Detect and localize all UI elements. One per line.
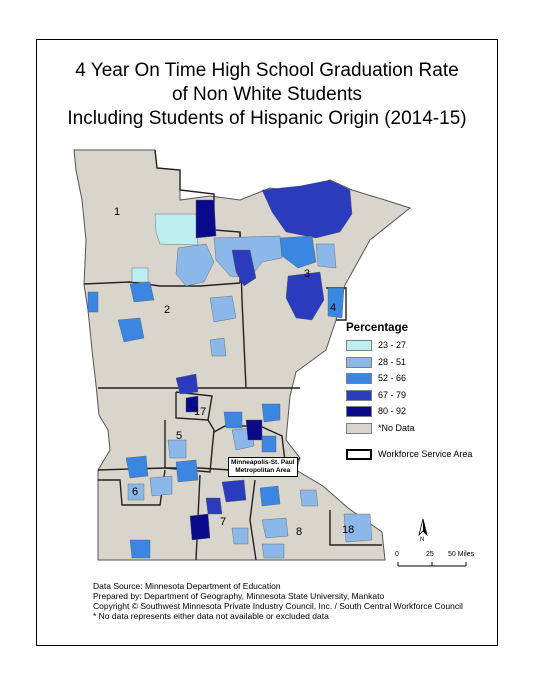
title-line-3: Including Students of Hispanic Origin (2… <box>67 108 467 129</box>
metro-label-line-2: Metropolitan Area <box>235 467 291 474</box>
district-fill <box>315 243 337 269</box>
district-fill <box>125 455 149 479</box>
district-fill <box>117 317 145 343</box>
district-fill <box>175 459 199 483</box>
district-fill <box>261 403 281 423</box>
district-fill <box>189 513 211 541</box>
legend-label: 52 - 66 <box>378 373 407 383</box>
legend-swatch <box>346 373 372 384</box>
district-fill <box>285 271 325 321</box>
district-fill <box>343 513 373 543</box>
region-label-18: 18 <box>342 524 355 536</box>
scale-label-zero: 0 <box>395 551 399 558</box>
district-fill <box>231 527 249 545</box>
legend-boundary-swatch <box>346 449 372 460</box>
legend-swatch <box>346 340 372 351</box>
legend-swatch <box>346 389 372 401</box>
north-label: N <box>420 537 425 543</box>
note-line-1: Data Source: Minnesota Department of Edu… <box>93 581 281 591</box>
district-fill <box>167 439 187 459</box>
legend-swatch <box>346 356 372 368</box>
district-fill <box>127 483 145 501</box>
wsa-boundary-1-3 <box>154 149 241 283</box>
region-label-8: 8 <box>296 526 303 538</box>
legend-label: 23 - 27 <box>378 340 407 350</box>
region-label-4: 4 <box>330 302 337 314</box>
region-label-7: 7 <box>220 516 227 528</box>
legend-swatch <box>346 406 372 417</box>
district-fill <box>327 287 345 319</box>
district-fill <box>149 475 173 497</box>
district-fill <box>261 543 285 559</box>
district-fill <box>154 213 199 246</box>
region-label-6: 6 <box>132 486 139 498</box>
region-label-1: 1 <box>114 206 121 218</box>
legend-boundary-label: Workforce Service Area <box>378 449 473 459</box>
district-fill <box>129 539 151 559</box>
wsa-boundary-5 <box>164 419 215 473</box>
legend-label: *No Data <box>378 422 415 433</box>
metro-label-line-1: Minneapolis-St. Paul <box>231 459 295 466</box>
district-fill <box>261 517 289 539</box>
district-fill <box>209 337 227 357</box>
district-fill <box>209 295 237 323</box>
district-fills <box>87 179 373 559</box>
scale-bar <box>397 562 467 567</box>
title-line-1: 4 Year On Time High School Graduation Ra… <box>75 60 459 81</box>
wsa-boundary-18 <box>329 510 382 546</box>
district-fill <box>245 419 263 441</box>
legend-label: 80 - 92 <box>378 406 407 416</box>
region-label-5: 5 <box>176 430 183 442</box>
metro-area-label: Minneapolis-St. Paul Metropolitan Area <box>228 457 298 477</box>
district-fill <box>259 485 281 507</box>
note-line-3: Copyright © Southwest Minnesota Private … <box>93 601 463 611</box>
district-fill <box>87 291 99 313</box>
district-fill <box>261 435 277 453</box>
district-fill <box>131 267 149 283</box>
district-fill <box>129 281 155 303</box>
region-label-3: 3 <box>304 268 311 280</box>
note-line-4: * No data represents either data not ava… <box>93 611 329 621</box>
district-fill <box>195 199 217 239</box>
north-arrow-icon <box>418 518 428 537</box>
district-fill <box>231 249 257 287</box>
district-fill <box>185 395 199 413</box>
district-fill <box>175 243 215 287</box>
district-fill <box>299 489 319 507</box>
district-fill <box>175 373 199 395</box>
legend-label: 28 - 51 <box>378 356 407 367</box>
district-fill <box>279 235 317 269</box>
scale-label-end: 50 Miles <box>448 551 475 558</box>
wsa-boundary-1-2 <box>83 281 241 287</box>
note-line-2: Prepared by: Department of Geography, Mi… <box>93 591 385 601</box>
legend-label: 67 - 79 <box>378 389 407 400</box>
district-fill <box>205 497 223 515</box>
district-fill <box>261 179 353 239</box>
legend-swatch <box>346 422 372 434</box>
district-fill <box>223 411 243 429</box>
legend-title: Percentage <box>346 322 409 334</box>
title-line-2: of Non White Students <box>171 84 363 105</box>
map-frame <box>36 39 498 646</box>
region-label-17: 17 <box>194 406 207 418</box>
source-notes: Data Source: Minnesota Department of Edu… <box>93 581 463 621</box>
scale-label-mid: 25 <box>426 551 434 558</box>
region-label-2: 2 <box>164 304 171 316</box>
district-fill <box>221 479 247 503</box>
